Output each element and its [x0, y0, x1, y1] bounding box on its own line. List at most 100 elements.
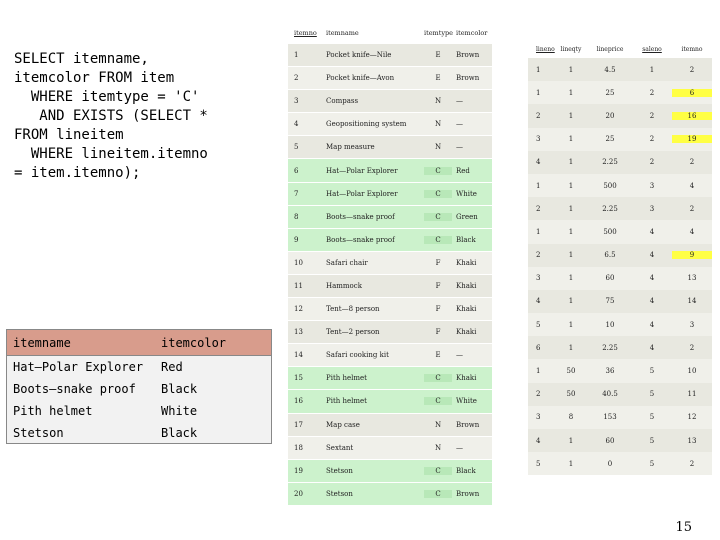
- lineitem-cell: 40.5: [602, 390, 618, 399]
- sql-query: SELECT itemname, itemcolor FROM item WHE…: [14, 50, 284, 183]
- lineitem-cell: 4: [649, 320, 655, 329]
- item-header-itemcolor: itemcolor: [456, 29, 488, 37]
- lineitem-cell: 50: [566, 367, 576, 376]
- lineitem-cell: 2: [649, 111, 655, 120]
- lineitem-row: 3 1 60 4 13: [528, 266, 712, 290]
- item-cell: C: [424, 189, 452, 198]
- sql-line: WHERE itemtype = 'C': [14, 89, 200, 105]
- result-header-itemcolor: itemcolor: [161, 335, 227, 350]
- lineitem-cell: 2: [689, 158, 695, 167]
- lineitem-cell: 1: [568, 65, 574, 74]
- result-row: Hat—Polar Explorer Red: [7, 356, 271, 378]
- result-row: Boots—snake proof Black: [7, 378, 271, 400]
- lineitem-cell: 2: [649, 88, 655, 97]
- item-cell: —: [456, 351, 463, 360]
- lineitem-cell: 13: [687, 436, 697, 445]
- item-cell: —: [456, 97, 463, 106]
- item-cell: C: [424, 374, 452, 383]
- lineitem-cell: 2: [649, 158, 655, 167]
- item-cell: Pocket knife—Avon: [326, 74, 395, 83]
- lineitem-cell: 4: [649, 251, 655, 260]
- item-row: 11 Hammock F Khaki: [288, 274, 492, 299]
- lineitem-cell: 5: [649, 413, 655, 422]
- item-cell: Brown: [456, 74, 480, 83]
- lineitem-row: 1 1 25 2 6: [528, 81, 712, 105]
- lineitem-header-lineno: lineno: [536, 45, 555, 53]
- lineitem-cell: 1: [568, 88, 574, 97]
- item-cell: C: [424, 397, 452, 406]
- item-cell: Stetson: [326, 466, 353, 475]
- lineitem-cell: 1: [568, 274, 574, 283]
- lineitem-cell: 2: [689, 459, 695, 468]
- lineitem-cell: 500: [603, 181, 617, 190]
- item-cell: Brown: [456, 420, 480, 429]
- lineitem-cell: 4: [689, 227, 695, 236]
- item-cell: 19: [294, 466, 303, 475]
- lineitem-table-body: 1 1 4.5 1 2 1 1 25 2 6 2 1 20 2 16 3 1 25 2 19 4 1 2.25 2 2 1 1 500…: [528, 58, 712, 476]
- item-row: 12 Tent—8 person F Khaki: [288, 298, 492, 322]
- lineitem-cell: 60: [605, 436, 615, 445]
- item-cell: Khaki: [456, 328, 477, 337]
- sql-line: = item.itemno);: [14, 165, 141, 181]
- item-row: 7 Hat—Polar Explorer C White: [288, 182, 492, 206]
- lineitem-cell: 20: [605, 111, 615, 120]
- item-row: 19 Stetson C Black: [288, 459, 492, 483]
- item-row: 16 Pith helmet C White: [288, 390, 492, 414]
- lineitem-cell: 5: [649, 436, 655, 445]
- item-cell: Khaki: [456, 305, 477, 314]
- item-cell: Tent—8 person: [326, 305, 380, 314]
- item-cell: 4: [294, 120, 299, 129]
- item-cell: 11: [294, 281, 303, 290]
- sql-line: itemcolor FROM item: [14, 70, 175, 86]
- lineitem-cell: 1: [568, 459, 574, 468]
- item-cell: C: [424, 166, 452, 175]
- item-cell: 18: [294, 443, 303, 452]
- item-row: 3 Compass N —: [288, 90, 492, 114]
- lineitem-cell: 3: [536, 135, 541, 144]
- item-cell: Map case: [326, 420, 360, 429]
- lineitem-row: 5 1 10 4 3: [528, 313, 712, 337]
- item-cell: White: [456, 397, 477, 406]
- lineitem-cell: 1: [568, 181, 574, 190]
- item-cell: 2: [294, 74, 299, 83]
- lineitem-row: 1 1 500 3 4: [528, 173, 712, 198]
- item-cell: Safari cooking kit: [326, 351, 389, 360]
- item-cell: —: [456, 120, 463, 129]
- lineitem-cell: 2: [689, 65, 695, 74]
- lineitem-cell: 500: [603, 227, 617, 236]
- lineitem-cell: 1: [568, 204, 574, 213]
- item-table-body: 1 Pocket knife—Nile E Brown 2 Pocket knife—Av…: [288, 44, 492, 506]
- page-number: 15: [675, 520, 692, 535]
- lineitem-cell: 1: [568, 436, 574, 445]
- item-cell: N: [434, 97, 442, 106]
- item-row: 13 Tent—2 person F Khaki: [288, 321, 492, 345]
- item-cell: Compass: [326, 97, 359, 106]
- lineitem-cell: 3: [536, 274, 541, 283]
- lineitem-row: 6 1 2.25 4 2: [528, 336, 712, 360]
- lineitem-table-header: lineno lineqty lineprice saleno itemno: [528, 40, 712, 58]
- item-cell: N: [434, 120, 442, 129]
- item-cell: 5: [294, 143, 299, 152]
- item-cell: C: [424, 489, 452, 498]
- lineitem-cell: 6.5: [604, 251, 616, 260]
- lineitem-cell: 1: [568, 343, 574, 352]
- item-cell: 10: [294, 258, 303, 267]
- lineitem-cell: 2: [536, 204, 541, 213]
- item-row: 15 Pith helmet C Khaki: [288, 367, 492, 391]
- lineitem-cell: 2: [689, 204, 695, 213]
- item-row: 17 Map case N Brown: [288, 413, 492, 437]
- item-header-itemname: itemname: [326, 29, 359, 37]
- lineitem-header-lineprice: lineprice: [596, 45, 624, 53]
- item-cell: Khaki: [456, 281, 477, 290]
- lineitem-row: 5 1 0 5 2: [528, 452, 712, 476]
- sql-line: WHERE lineitem.itemno: [14, 146, 208, 162]
- result-header: itemname itemcolor: [7, 330, 271, 356]
- lineitem-cell: 4: [649, 274, 655, 283]
- lineitem-cell: 6: [536, 343, 541, 352]
- lineitem-row: 4 1 60 5 13: [528, 429, 712, 453]
- item-cell: Pith helmet: [326, 374, 367, 383]
- item-cell: Green: [456, 212, 478, 221]
- lineitem-cell: 13: [687, 274, 697, 283]
- lineitem-cell: 2.25: [602, 343, 618, 352]
- lineitem-cell: 5: [649, 459, 655, 468]
